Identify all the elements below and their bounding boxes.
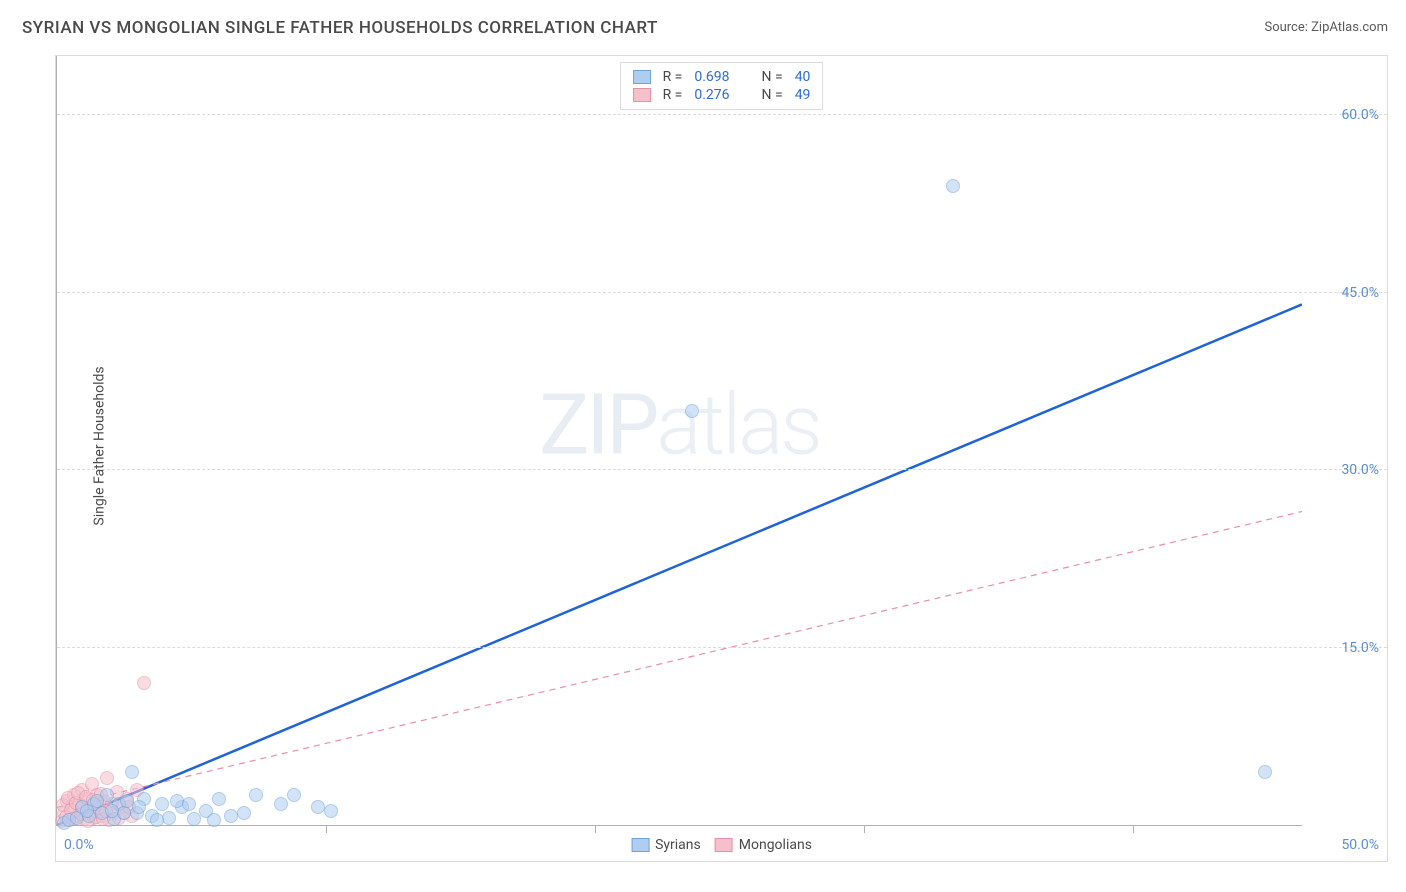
- grid-line: [57, 469, 1387, 470]
- chart-title: SYRIAN VS MONGOLIAN SINGLE FATHER HOUSEH…: [22, 18, 658, 38]
- r-value: 0.276: [694, 87, 729, 103]
- trend-lines: [57, 56, 1302, 825]
- data-point-syrians: [207, 813, 221, 827]
- grid-line: [57, 647, 1387, 648]
- data-point-syrians: [162, 811, 176, 825]
- data-point-syrians: [237, 806, 251, 820]
- legend-corr-row-syrians: R = 0.698 N = 40: [633, 68, 811, 86]
- legend-label-mongolians: Mongolians: [739, 837, 812, 853]
- swatch-icon: [633, 70, 651, 84]
- plot-area: ZIPatlas: [56, 56, 1302, 826]
- swatch-syrians: [631, 838, 649, 852]
- legend-corr-row-mongolians: R = 0.276 N = 49: [633, 86, 811, 104]
- data-point-syrians: [155, 797, 169, 811]
- grid-line: [57, 114, 1387, 115]
- n-label: N =: [762, 69, 783, 85]
- legend-correlation: R = 0.698 N = 40 R = 0.276 N = 49: [620, 62, 824, 110]
- x-tick: [595, 825, 596, 833]
- x-axis-max-label: 50.0%: [1341, 837, 1379, 853]
- n-label: N =: [762, 87, 783, 103]
- source-label: Source: ZipAtlas.com: [1264, 20, 1388, 35]
- data-point-mongolians: [100, 771, 114, 785]
- data-point-syrians: [125, 765, 139, 779]
- swatch-icon: [633, 88, 651, 102]
- n-value: 49: [795, 87, 811, 103]
- data-point-mongolians: [137, 676, 151, 690]
- data-point-syrians: [946, 179, 960, 193]
- r-value: 0.698: [694, 69, 729, 85]
- data-point-syrians: [1258, 765, 1272, 779]
- data-point-syrians: [105, 804, 119, 818]
- r-label: R =: [663, 87, 683, 103]
- data-point-syrians: [212, 792, 226, 806]
- legend-label-syrians: Syrians: [655, 837, 701, 853]
- trend-line-syrians: [57, 304, 1302, 825]
- data-point-syrians: [132, 800, 146, 814]
- trend-line-mongolians: [57, 511, 1302, 807]
- grid-line: [57, 292, 1387, 293]
- y-tick-label: 60.0%: [1341, 107, 1379, 123]
- data-point-syrians: [287, 788, 301, 802]
- x-tick: [326, 825, 327, 833]
- swatch-mongolians: [715, 838, 733, 852]
- x-tick: [864, 825, 865, 833]
- y-tick-label: 15.0%: [1341, 640, 1379, 656]
- data-point-syrians: [249, 788, 263, 802]
- data-point-syrians: [187, 812, 201, 826]
- y-tick-label: 45.0%: [1341, 285, 1379, 301]
- legend-item-syrians: Syrians: [631, 837, 701, 853]
- x-axis-min-label: 0.0%: [64, 837, 94, 853]
- data-point-syrians: [324, 804, 338, 818]
- x-tick: [1133, 825, 1134, 833]
- data-point-syrians: [150, 813, 164, 827]
- y-tick-label: 30.0%: [1341, 462, 1379, 478]
- watermark: ZIPatlas: [539, 376, 820, 475]
- legend-series: Syrians Mongolians: [631, 837, 812, 853]
- data-point-syrians: [90, 794, 104, 808]
- data-point-syrians: [685, 404, 699, 418]
- data-point-syrians: [274, 797, 288, 811]
- legend-item-mongolians: Mongolians: [715, 837, 812, 853]
- chart-container: ZIPatlas R = 0.698 N = 40 R = 0.276 N = 49 0.0%…: [55, 55, 1388, 862]
- n-value: 40: [795, 69, 811, 85]
- r-label: R =: [663, 69, 683, 85]
- data-point-syrians: [182, 797, 196, 811]
